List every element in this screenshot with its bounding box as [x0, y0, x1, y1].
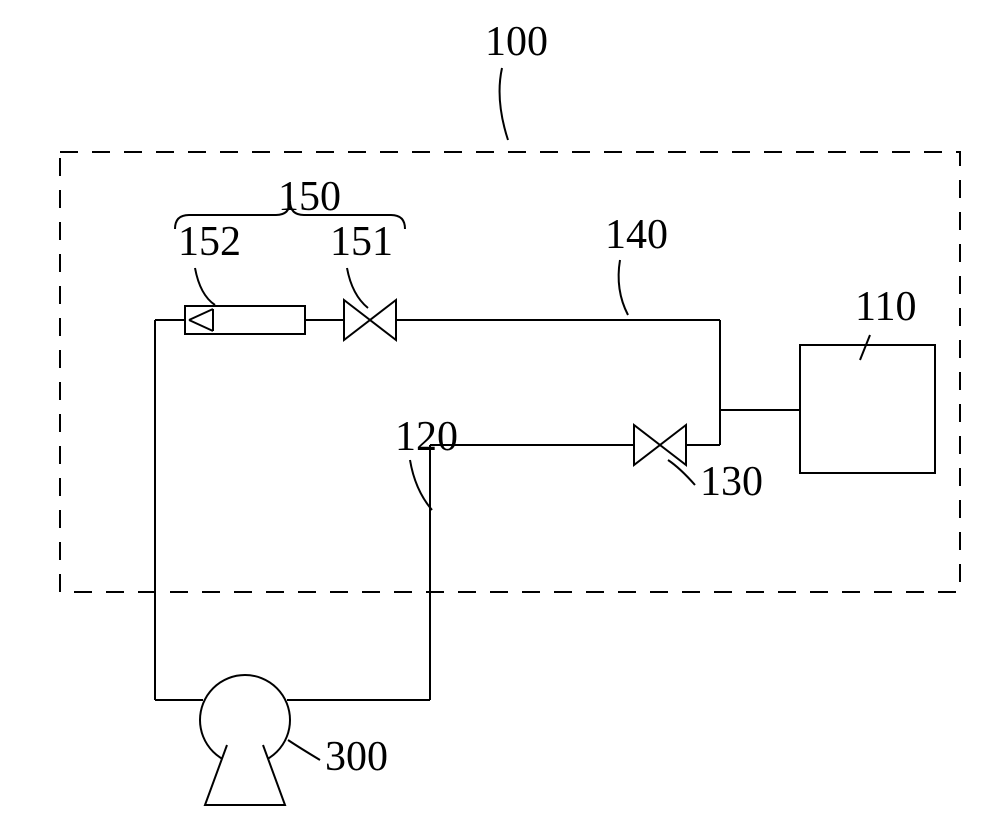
label-151: 151 — [330, 219, 393, 265]
leader-100 — [500, 68, 508, 140]
leader-151 — [347, 268, 368, 308]
arrow-box-152 — [185, 306, 305, 334]
leader-130 — [668, 460, 695, 485]
label-150: 150 — [278, 174, 341, 220]
valve-151 — [344, 300, 396, 340]
label-130: 130 — [700, 459, 763, 505]
leader-110 — [860, 335, 870, 360]
leader-152 — [195, 268, 215, 305]
label-110: 110 — [855, 284, 916, 330]
leader-300 — [288, 740, 320, 760]
label-152: 152 — [178, 219, 241, 265]
block-110 — [800, 345, 935, 473]
system-boundary — [60, 152, 960, 592]
label-140: 140 — [605, 212, 668, 258]
leader-140 — [619, 260, 628, 315]
leader-120 — [410, 460, 432, 510]
label-120: 120 — [395, 414, 458, 460]
label-100: 100 — [485, 19, 548, 65]
label-300: 300 — [325, 734, 388, 780]
valve-130 — [634, 425, 686, 465]
